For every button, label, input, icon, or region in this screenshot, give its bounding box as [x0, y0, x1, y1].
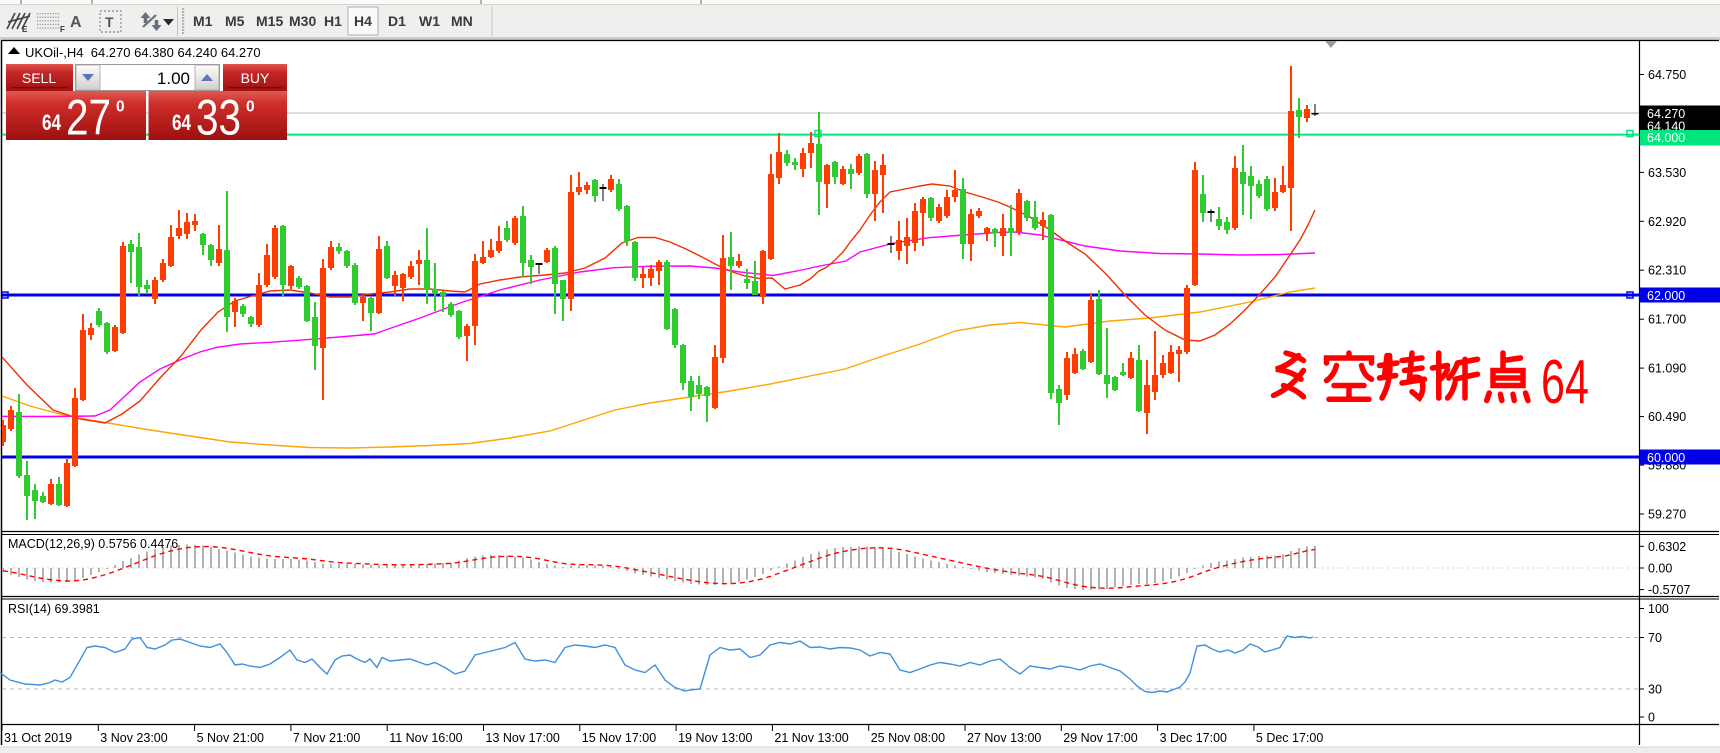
svg-text:19 Nov 13:00: 19 Nov 13:00	[678, 731, 752, 745]
svg-text:64.000: 64.000	[1647, 131, 1685, 145]
svg-text:13 Nov 17:00: 13 Nov 17:00	[486, 731, 560, 745]
svg-text:25 Nov 08:00: 25 Nov 08:00	[871, 731, 945, 745]
svg-text:H4: H4	[354, 13, 372, 29]
svg-text:5 Nov 21:00: 5 Nov 21:00	[197, 731, 264, 745]
svg-text:64: 64	[42, 110, 62, 135]
svg-text:59.270: 59.270	[1648, 508, 1686, 522]
svg-text:64.140: 64.140	[1647, 119, 1685, 133]
svg-text:UKOil-,H4 64.270 64.380 64.24: UKOil-,H4 64.270 64.380 64.240 64.270	[25, 45, 261, 60]
svg-text:0: 0	[1648, 711, 1655, 725]
svg-text:MN: MN	[451, 13, 473, 29]
svg-text:64.270: 64.270	[1647, 107, 1685, 121]
svg-text:27: 27	[66, 90, 111, 146]
svg-text:0.6302: 0.6302	[1648, 540, 1686, 554]
svg-text:15 Nov 17:00: 15 Nov 17:00	[582, 731, 656, 745]
svg-text:0: 0	[116, 99, 125, 116]
svg-text:D1: D1	[388, 13, 406, 29]
svg-text:T: T	[105, 14, 114, 30]
svg-text:70: 70	[1648, 631, 1662, 645]
svg-text:A: A	[70, 14, 82, 31]
svg-text:62.000: 62.000	[1647, 289, 1685, 303]
svg-text:RSI(14) 69.3981: RSI(14) 69.3981	[8, 602, 100, 616]
svg-text:M15: M15	[256, 13, 283, 29]
svg-text:63.530: 63.530	[1648, 166, 1686, 180]
svg-text:64: 64	[1541, 348, 1589, 417]
svg-text:0.00: 0.00	[1648, 562, 1672, 576]
svg-text:M1: M1	[193, 13, 213, 29]
svg-text:7 Nov 21:00: 7 Nov 21:00	[293, 731, 360, 745]
svg-text:M5: M5	[225, 13, 245, 29]
svg-text:E: E	[22, 25, 28, 34]
svg-text:F: F	[60, 25, 65, 34]
svg-text:64: 64	[172, 110, 192, 135]
svg-text:62.920: 62.920	[1648, 215, 1686, 229]
svg-text:1.00: 1.00	[157, 69, 190, 88]
svg-text:29 Nov 17:00: 29 Nov 17:00	[1063, 731, 1137, 745]
svg-text:62.310: 62.310	[1648, 264, 1686, 278]
svg-text:3 Dec 17:00: 3 Dec 17:00	[1160, 731, 1227, 745]
svg-text:0: 0	[246, 99, 255, 116]
svg-text:3 Nov 23:00: 3 Nov 23:00	[100, 731, 167, 745]
svg-text:61.700: 61.700	[1648, 313, 1686, 327]
svg-text:33: 33	[196, 90, 241, 146]
svg-text:BUY: BUY	[241, 70, 270, 86]
svg-text:W1: W1	[419, 13, 440, 29]
svg-text:100: 100	[1648, 602, 1669, 616]
svg-text:SELL: SELL	[22, 70, 56, 86]
svg-text:21 Nov 13:00: 21 Nov 13:00	[774, 731, 848, 745]
svg-text:M30: M30	[289, 13, 316, 29]
svg-text:27 Nov 13:00: 27 Nov 13:00	[967, 731, 1041, 745]
svg-text:60.000: 60.000	[1647, 451, 1685, 465]
svg-text:5 Dec 17:00: 5 Dec 17:00	[1256, 731, 1323, 745]
svg-text:11 Nov 16:00: 11 Nov 16:00	[389, 731, 462, 745]
svg-text:-0.5707: -0.5707	[1648, 583, 1690, 597]
svg-text:H1: H1	[324, 13, 342, 29]
svg-text:31 Oct 2019: 31 Oct 2019	[4, 731, 72, 745]
svg-text:61.090: 61.090	[1648, 362, 1686, 376]
svg-text:64.750: 64.750	[1648, 68, 1686, 82]
svg-text:30: 30	[1648, 683, 1662, 697]
svg-text:MACD(12,26,9) 0.5756 0.4476: MACD(12,26,9) 0.5756 0.4476	[8, 537, 178, 551]
svg-text:60.490: 60.490	[1648, 410, 1686, 424]
